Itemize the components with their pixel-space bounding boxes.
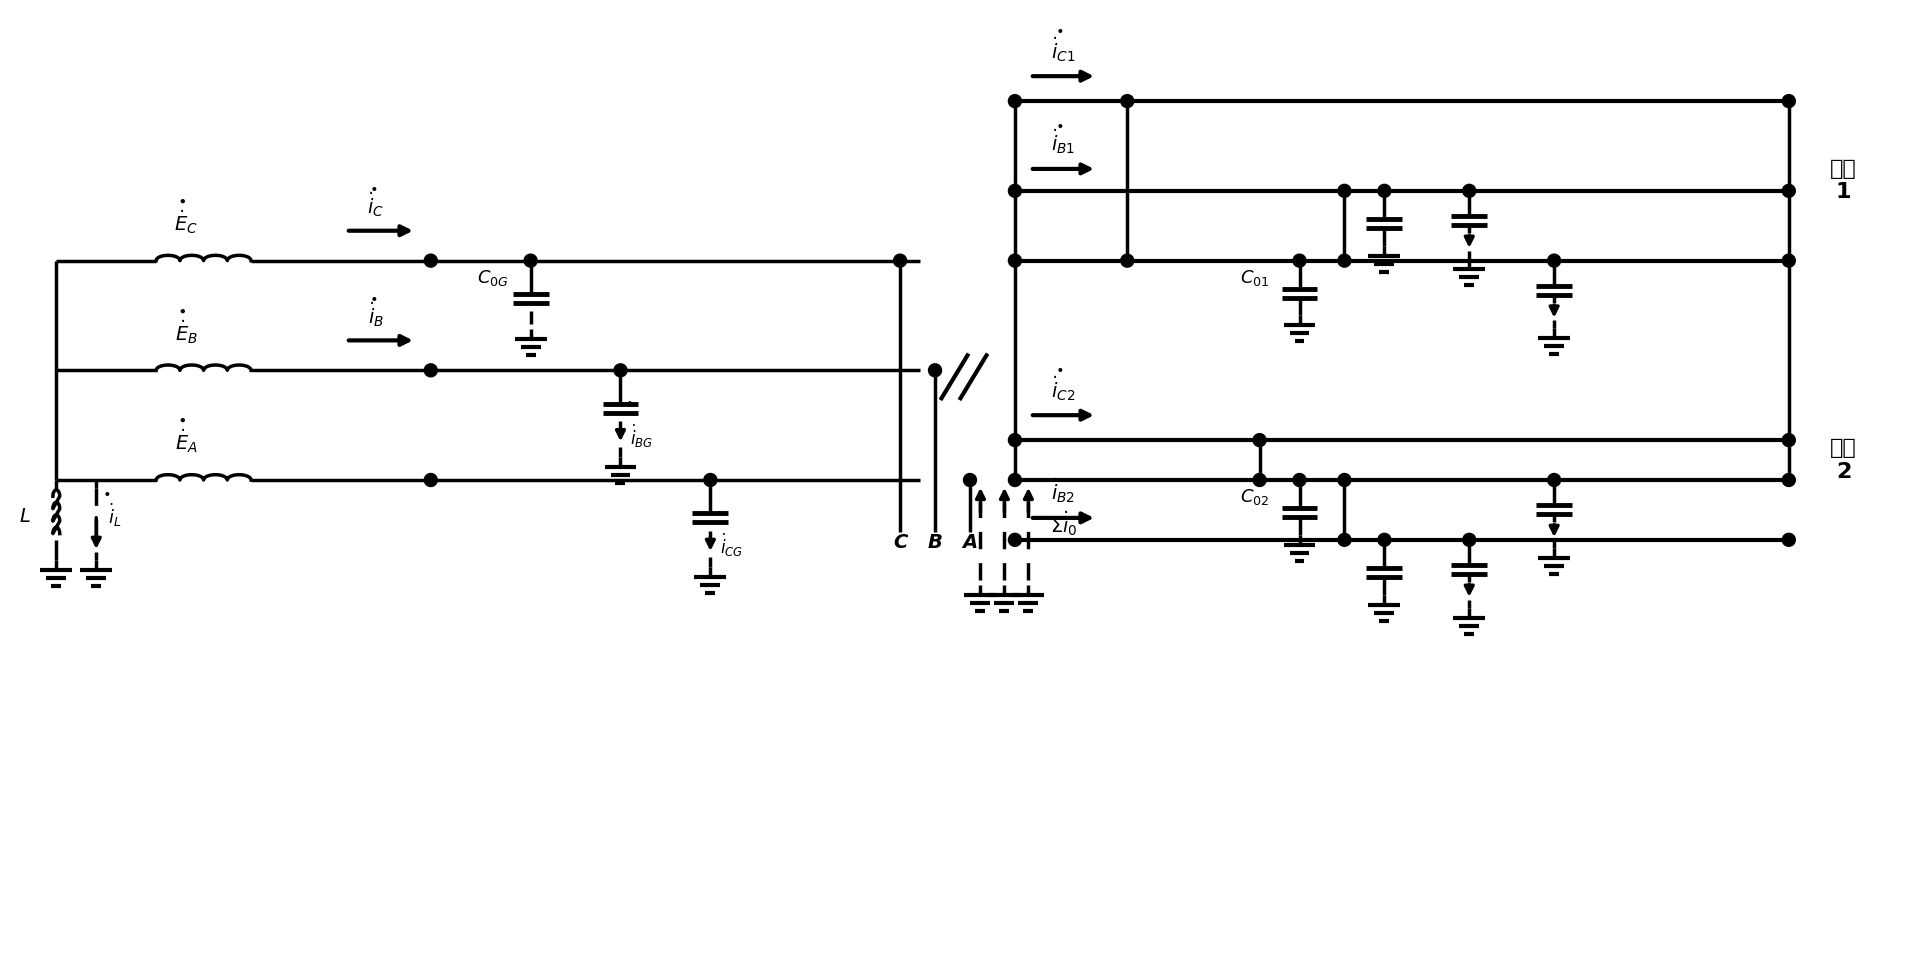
Circle shape [929,364,942,376]
Text: $\dot{i}_B$: $\dot{i}_B$ [368,300,384,328]
Text: 线路
2: 线路 2 [1831,439,1858,482]
Text: $\dot{E}_A$: $\dot{E}_A$ [175,427,198,455]
Text: $\dot{i}_{BG}$: $\dot{i}_{BG}$ [631,422,654,449]
Text: $\dot{E}_C$: $\dot{E}_C$ [175,208,198,236]
Text: $\bullet$: $\bullet$ [177,412,186,427]
Text: $\bullet$: $\bullet$ [177,302,186,318]
Text: $\dot{E}_B$: $\dot{E}_B$ [175,318,198,346]
Circle shape [1007,95,1021,108]
Circle shape [1007,254,1021,267]
Text: $\dot{i}_{B1}$: $\dot{i}_{B1}$ [1052,128,1075,156]
Circle shape [1253,434,1267,446]
Circle shape [1462,184,1476,198]
Circle shape [1783,184,1796,198]
Text: $L$: $L$ [19,507,31,526]
Circle shape [1338,254,1351,267]
Circle shape [424,364,438,376]
Text: $C_{02}$: $C_{02}$ [1240,487,1270,507]
Text: $\dot{i}_{B2}$: $\dot{i}_{B2}$ [1052,476,1075,505]
Text: A: A [963,533,977,552]
Text: $\bullet$: $\bullet$ [368,290,376,303]
Text: $\bullet$: $\bullet$ [177,193,186,207]
Circle shape [894,254,906,267]
Text: $\bullet$: $\bullet$ [624,396,633,408]
Circle shape [1783,254,1796,267]
Circle shape [1783,473,1796,487]
Circle shape [424,254,438,267]
Text: $C_{0G}$: $C_{0G}$ [478,268,509,288]
Text: $\bullet$: $\bullet$ [368,180,376,194]
Circle shape [1547,254,1560,267]
Circle shape [1462,534,1476,546]
Text: $\dot{i}_{C2}$: $\dot{i}_{C2}$ [1052,373,1075,402]
Circle shape [1338,534,1351,546]
Circle shape [424,473,438,487]
Text: $\dot{i}_{CG}$: $\dot{i}_{CG}$ [720,532,745,560]
Circle shape [1253,473,1267,487]
Text: $\dot{i}_{C1}$: $\dot{i}_{C1}$ [1050,35,1075,63]
Circle shape [1378,184,1391,198]
Circle shape [1121,254,1134,267]
Text: $\dot{i}_L$: $\dot{i}_L$ [107,501,121,529]
Text: $\bullet$: $\bullet$ [102,485,111,499]
Circle shape [1121,95,1134,108]
Circle shape [1547,473,1560,487]
Circle shape [1293,254,1307,267]
Text: $\dot{i}_C$: $\dot{i}_C$ [367,190,384,219]
Circle shape [704,473,718,487]
Circle shape [1338,184,1351,198]
Text: $\bullet$: $\bullet$ [1055,117,1063,131]
Circle shape [1783,95,1796,108]
Text: B: B [927,533,942,552]
Text: C: C [892,533,908,552]
Circle shape [963,473,977,487]
Circle shape [614,364,628,376]
Text: $C_{01}$: $C_{01}$ [1240,268,1270,288]
Circle shape [1338,473,1351,487]
Text: $\bullet$: $\bullet$ [714,505,722,517]
Text: $\bullet$: $\bullet$ [1055,361,1063,375]
Circle shape [1007,534,1021,546]
Circle shape [1293,473,1307,487]
Circle shape [1007,434,1021,446]
Text: $\Sigma\dot{i}_0$: $\Sigma\dot{i}_0$ [1050,509,1078,539]
Circle shape [1378,534,1391,546]
Circle shape [1783,534,1796,546]
Text: 线路
1: 线路 1 [1831,159,1858,203]
Circle shape [1007,473,1021,487]
Circle shape [1783,434,1796,446]
Circle shape [524,254,537,267]
Text: $\bullet$: $\bullet$ [1055,22,1063,36]
Circle shape [1007,184,1021,198]
